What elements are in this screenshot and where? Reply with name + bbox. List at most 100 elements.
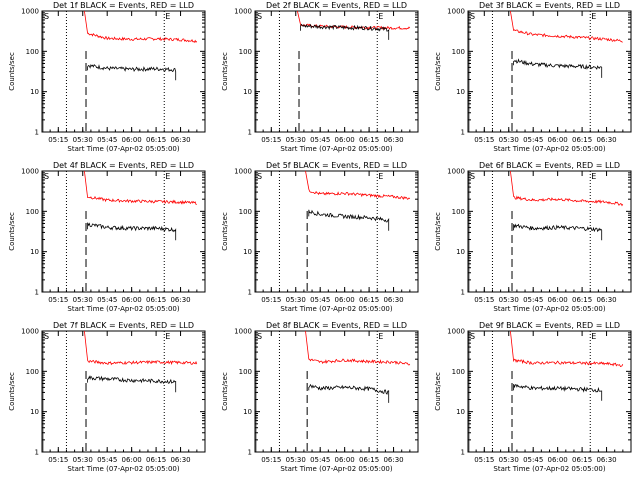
x-tick-label: 06:30 <box>383 296 403 304</box>
chart-svg: Det 3f BLACK = Events, RED = LLD 1 10 100 10… <box>434 1 632 153</box>
x-tick-label: 05:15 <box>474 296 494 304</box>
x-axis-label: Start Time (07-Apr-02 05:05:00) <box>67 305 179 313</box>
x-tick-label: 06:15 <box>572 296 592 304</box>
x-tick-label: 06:30 <box>170 136 190 144</box>
lld-series-line <box>305 330 411 366</box>
y-axis-label: Counts/sec <box>8 52 16 91</box>
x-axis-label: Start Time (07-Apr-02 05:05:00) <box>67 145 179 153</box>
x-tick-label: 06:30 <box>170 296 190 304</box>
chart-svg: Det 9f BLACK = Events, RED = LLD 1 10 100 10… <box>434 321 632 473</box>
y-tick-label: 1000 <box>447 168 465 176</box>
chart-title: Det 1f BLACK = Events, RED = LLD <box>53 1 194 10</box>
end-marker-label: E <box>165 172 170 181</box>
end-marker-label: E <box>378 172 383 181</box>
end-marker-label: E <box>378 12 383 21</box>
y-tick-label: 1 <box>35 129 39 137</box>
chart-svg: Det 5f BLACK = Events, RED = LLD 1 10 100 10… <box>221 161 419 313</box>
x-tick-label: 05:45 <box>310 456 330 464</box>
x-tick-label: 06:15 <box>359 296 379 304</box>
x-tick-label: 06:00 <box>335 456 355 464</box>
x-tick-label: 06:30 <box>383 456 403 464</box>
chart-title: Det 5f BLACK = Events, RED = LLD <box>266 161 407 170</box>
x-tick-label: 06:15 <box>359 456 379 464</box>
end-marker-label: E <box>165 12 170 21</box>
detector-panel: Det 9f BLACK = Events, RED = LLD 1 10 100 10… <box>426 320 639 480</box>
y-tick-label: 1000 <box>234 8 252 16</box>
y-axis-label: Counts/sec <box>434 52 442 91</box>
y-tick-label: 1000 <box>234 168 252 176</box>
x-tick-label: 06:15 <box>146 296 166 304</box>
lld-series-line <box>305 170 411 201</box>
y-tick-label: 1 <box>248 449 252 457</box>
lld-series-line <box>510 330 624 368</box>
y-tick-label: 100 <box>452 368 465 376</box>
x-axis-label: Start Time (07-Apr-02 05:05:00) <box>493 145 605 153</box>
x-axis-label: Start Time (07-Apr-02 05:05:00) <box>280 465 392 473</box>
x-tick-label: 06:15 <box>146 456 166 464</box>
x-tick-label: 06:00 <box>548 296 568 304</box>
x-tick-label: 05:15 <box>261 456 281 464</box>
y-tick-label: 100 <box>26 208 39 216</box>
detector-panel: Det 1f BLACK = Events, RED = LLD 1 10 100 10… <box>0 0 213 160</box>
x-tick-label: 05:45 <box>97 136 117 144</box>
chart-title: Det 7f BLACK = Events, RED = LLD <box>53 321 194 330</box>
y-tick-label: 1000 <box>21 168 39 176</box>
y-tick-label: 100 <box>26 48 39 56</box>
start-marker-label: S <box>470 12 475 21</box>
x-tick-label: 06:30 <box>383 136 403 144</box>
x-tick-label: 05:45 <box>310 136 330 144</box>
x-tick-label: 05:30 <box>286 136 306 144</box>
start-marker-label: S <box>44 332 49 341</box>
x-tick-label: 05:30 <box>499 296 519 304</box>
y-tick-label: 10 <box>456 88 465 96</box>
y-tick-label: 1 <box>461 129 465 137</box>
x-tick-label: 05:45 <box>97 456 117 464</box>
y-tick-label: 1 <box>35 449 39 457</box>
x-tick-label: 06:15 <box>572 136 592 144</box>
chart-title: Det 9f BLACK = Events, RED = LLD <box>479 321 620 330</box>
x-tick-label: 05:15 <box>474 136 494 144</box>
x-tick-label: 06:15 <box>572 456 592 464</box>
events-series-line <box>300 23 390 40</box>
x-axis-label: Start Time (07-Apr-02 05:05:00) <box>67 465 179 473</box>
chart-title: Det 2f BLACK = Events, RED = LLD <box>266 1 407 10</box>
x-tick-label: 06:00 <box>548 136 568 144</box>
y-tick-label: 1000 <box>21 328 39 336</box>
start-marker-label: S <box>257 172 262 181</box>
lld-series-line <box>84 10 198 43</box>
y-tick-label: 1 <box>248 289 252 297</box>
y-axis-label: Counts/sec <box>434 212 442 251</box>
events-series-line <box>87 63 177 81</box>
chart-svg: Det 8f BLACK = Events, RED = LLD 1 10 100 10… <box>221 321 419 473</box>
x-tick-label: 05:30 <box>499 456 519 464</box>
x-tick-label: 05:45 <box>523 456 543 464</box>
x-tick-label: 05:15 <box>48 456 68 464</box>
events-series-line <box>308 209 390 231</box>
chart-svg: Det 6f BLACK = Events, RED = LLD 1 10 100 10… <box>434 161 632 313</box>
y-axis-label: Counts/sec <box>8 212 16 251</box>
x-axis-label: Start Time (07-Apr-02 05:05:00) <box>493 465 605 473</box>
y-tick-label: 100 <box>239 368 252 376</box>
events-series-line <box>308 383 390 403</box>
x-tick-label: 06:15 <box>359 136 379 144</box>
y-axis-label: Counts/sec <box>221 212 229 251</box>
x-tick-label: 06:00 <box>122 456 142 464</box>
lld-series-line <box>297 10 411 31</box>
lld-series-line <box>510 170 624 207</box>
y-tick-label: 1000 <box>21 8 39 16</box>
detector-panel: Det 4f BLACK = Events, RED = LLD 1 10 100 10… <box>0 160 213 320</box>
end-marker-label: E <box>591 12 596 21</box>
start-marker-label: S <box>257 12 262 21</box>
detector-panel: Det 3f BLACK = Events, RED = LLD 1 10 100 10… <box>426 0 639 160</box>
events-series-line <box>513 223 603 241</box>
detector-panel: Det 8f BLACK = Events, RED = LLD 1 10 100 10… <box>213 320 426 480</box>
chart-title: Det 8f BLACK = Events, RED = LLD <box>266 321 407 330</box>
x-tick-label: 05:15 <box>48 136 68 144</box>
y-tick-label: 100 <box>239 208 252 216</box>
detector-panel: Det 7f BLACK = Events, RED = LLD 1 10 100 10… <box>0 320 213 480</box>
x-tick-label: 05:15 <box>474 456 494 464</box>
x-tick-label: 06:00 <box>335 296 355 304</box>
end-marker-label: E <box>165 332 170 341</box>
x-tick-label: 05:15 <box>48 296 68 304</box>
